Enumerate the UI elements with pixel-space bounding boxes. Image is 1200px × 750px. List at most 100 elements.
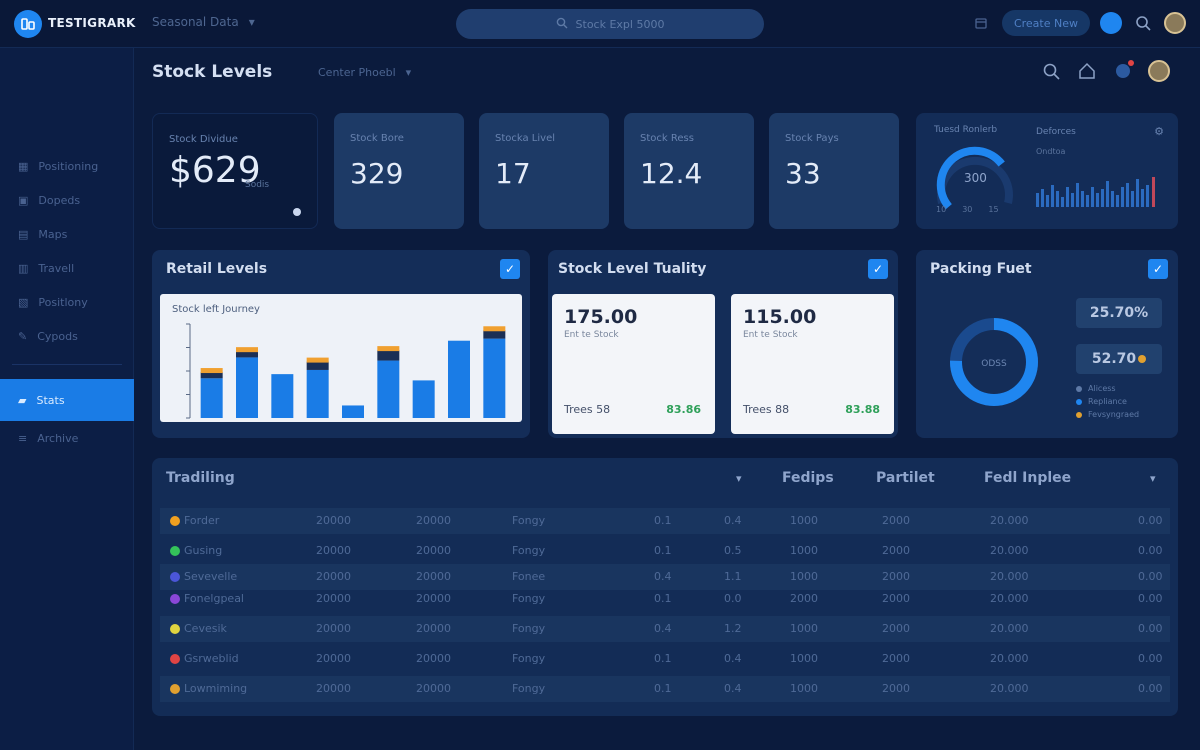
table-cell: 20000 [316, 652, 351, 665]
table-cell: Sevevelle [184, 570, 238, 583]
table-cell: 2000 [882, 514, 910, 527]
table-cell: 0.1 [654, 544, 672, 557]
stat-label: Ent te Stock [564, 330, 619, 340]
home-icon[interactable] [1076, 60, 1098, 82]
table-row[interactable]: Gsrweblid 20000 20000 Fongy 0.1 0.4 1000 2000 20… [160, 646, 1170, 672]
checkbox-button[interactable]: ✓ [500, 259, 520, 279]
table-row[interactable]: Forder 20000 20000 Fongy 0.1 0.4 1000 2000 20.00… [160, 508, 1170, 534]
create-new-button[interactable]: Create New [1001, 10, 1090, 36]
sparkline-chart [1036, 177, 1155, 207]
stock-tuality-panel: Stock Level Tuality ✓ 175.00 Ent te Stoc… [548, 250, 898, 438]
column-header[interactable]: Tradiling [166, 470, 235, 486]
checkbox-button[interactable]: ✓ [868, 259, 888, 279]
table-cell: 20000 [316, 544, 351, 557]
table-row[interactable]: Cevesik 20000 20000 Fongy 0.4 1.2 1000 2000 20.0… [160, 616, 1170, 642]
user-avatar[interactable] [1164, 12, 1186, 34]
value-pill: 52.70 [1076, 344, 1162, 374]
column-header[interactable]: Fedips [782, 470, 834, 486]
status-dot [170, 572, 180, 582]
sidebar-item-archive[interactable]: ≡ Archive [0, 421, 134, 455]
table-cell: 20000 [316, 682, 351, 695]
table-cell: 1.1 [724, 570, 742, 583]
search-icon[interactable] [1040, 60, 1062, 82]
settings-icon[interactable]: ⚙ [1154, 125, 1164, 138]
stat-foot: Trees 88 [743, 403, 790, 416]
chart-title: Stock left Journey [172, 304, 260, 315]
mini-chart-sub: Ondtoa [1036, 147, 1066, 156]
filter-dropdown[interactable]: Center Phoebl ▾ [318, 66, 411, 79]
chevron-down-icon[interactable]: ▾ [1150, 472, 1156, 485]
search-icon[interactable] [1132, 12, 1154, 34]
table-cell: 20000 [416, 570, 451, 583]
chevron-down-icon[interactable]: ▾ [736, 472, 742, 485]
table-cell: 20000 [416, 622, 451, 635]
gauge-tick: 30 [962, 205, 973, 214]
calendar-icon[interactable] [970, 12, 992, 34]
table-row[interactable]: Gusing 20000 20000 Fongy 0.1 0.5 1000 2000 20.00… [160, 538, 1170, 564]
pencil-icon: ✎ [18, 329, 28, 343]
donut-chart: ODSS [950, 318, 1038, 406]
kpi-label: Stock Dividue [169, 134, 238, 145]
folder-icon: ▰ [18, 393, 27, 407]
bar-chart-container: Stock left Journey [160, 294, 522, 422]
table-cell: 20000 [316, 570, 351, 583]
sidebar-item-label: Positlony [38, 295, 88, 309]
status-dot [170, 594, 180, 604]
table-cell: 0.00 [1138, 570, 1163, 583]
search-icon [556, 17, 568, 32]
box-icon: ▣ [18, 193, 29, 207]
kpi-card-bore: Stock Bore 329 [334, 113, 464, 229]
search-bar[interactable]: Stock Expl 5000 [456, 9, 764, 39]
table-cell: 0.5 [724, 544, 742, 557]
status-dot [170, 624, 180, 634]
column-header[interactable]: Partilet [876, 470, 935, 486]
table-cell: 20.000 [990, 682, 1029, 695]
indicator-icon [293, 208, 301, 216]
table-cell: Gsrweblid [184, 652, 239, 665]
table-cell: Fonelgpeal [184, 592, 244, 605]
sidebar-item-maps[interactable]: ▤ Maps [0, 217, 134, 251]
table-cell: 0.00 [1138, 682, 1163, 695]
table-cell: 0.1 [654, 592, 672, 605]
table-cell: Fongy [512, 544, 546, 557]
table-row[interactable]: Sevevelle 20000 20000 Fonee 0.4 1.1 1000 2000 20… [160, 564, 1170, 590]
checkbox-button[interactable]: ✓ [1148, 259, 1168, 279]
table-cell: 0.00 [1138, 622, 1163, 635]
user-avatar[interactable] [1148, 60, 1170, 82]
table-cell: 0.1 [654, 514, 672, 527]
gauge-card: Tuesd Ronlerb 300 10 30 15 Deforces Ondt… [916, 113, 1178, 229]
search-placeholder: Stock Expl 5000 [575, 17, 665, 31]
kpi-label: Stock Pays [785, 133, 839, 144]
workspace-switcher[interactable]: Seasonal Data ▾ [152, 15, 255, 29]
stat-value: 175.00 [564, 306, 638, 328]
sidebar-item-travell[interactable]: ▥ Travell [0, 251, 134, 285]
stat-card: 115.00 Ent te Stock Trees 88 83.88 [731, 294, 894, 434]
table-cell: 20000 [416, 652, 451, 665]
table-header: Tradiling ▾ Fedips Partilet Fedl Inplee … [152, 458, 1178, 502]
status-dot [170, 546, 180, 556]
table-cell: 20000 [316, 592, 351, 605]
notification-button[interactable] [1100, 12, 1122, 34]
gauge-chart [936, 146, 1013, 210]
sidebar-item-positioning[interactable]: ▦ Positioning [0, 149, 134, 183]
column-header[interactable]: Fedl Inplee [984, 470, 1072, 486]
table-cell: 20000 [316, 622, 351, 635]
gauge-value: 300 [964, 171, 987, 185]
kpi-value: 329 [350, 157, 404, 190]
sidebar-item-stats[interactable]: ▰ Stats [0, 379, 134, 421]
panel-title: Packing Fuet [930, 261, 1032, 277]
table-row[interactable]: Fonelgpeal 20000 20000 Fongy 0.1 0.0 2000 2000 2… [160, 586, 1170, 612]
table-cell: Cevesik [184, 622, 227, 635]
sparkline-bars [1036, 179, 1149, 207]
page-title: Stock Levels [152, 62, 273, 82]
bell-icon[interactable] [1112, 60, 1134, 82]
legend-item: Fevsyngraed [1076, 410, 1139, 419]
gauge-label: Tuesd Ronlerb [934, 125, 998, 135]
sidebar-item-cypods[interactable]: ✎ Cypods [0, 319, 134, 353]
badge-dot [1128, 60, 1134, 66]
sidebar-item-positlony[interactable]: ▧ Positlony [0, 285, 134, 319]
table-row[interactable]: Lowmiming 20000 20000 Fongy 0.1 0.4 1000 2000 20… [160, 676, 1170, 702]
sidebar-item-dopeds[interactable]: ▣ Dopeds [0, 183, 134, 217]
legend-dot [1076, 398, 1082, 405]
bar [377, 360, 400, 418]
